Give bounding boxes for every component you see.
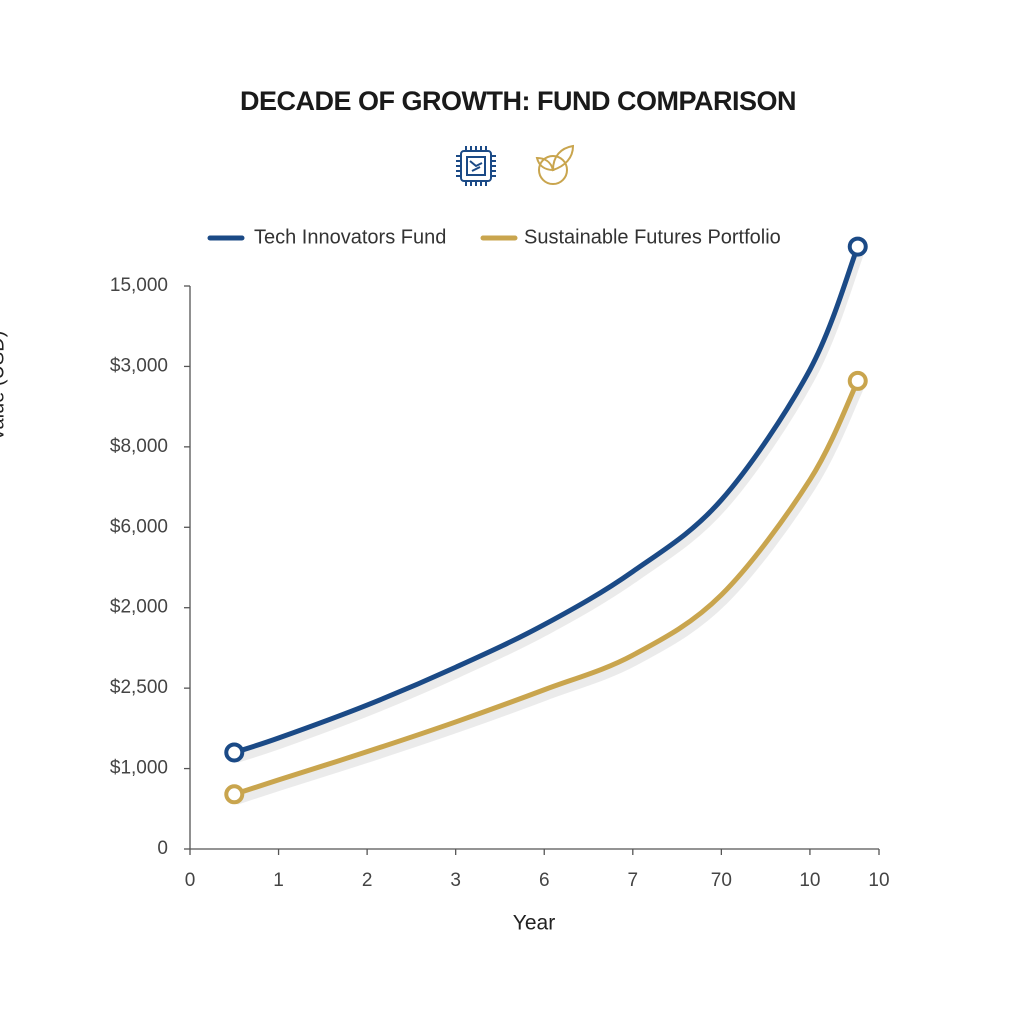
y-tick-label: $3,000	[110, 355, 168, 376]
tech-icon	[456, 146, 496, 186]
y-tick-label: $2,000	[110, 597, 168, 618]
x-tick-label: 7	[628, 870, 639, 891]
end-marker	[224, 784, 245, 805]
legend-label: Tech Innovators Fund	[254, 226, 446, 248]
y-tick-label: $2,500	[110, 677, 168, 698]
end-marker	[847, 370, 868, 391]
y-tick-label: $8,000	[110, 436, 168, 457]
line-shadow	[234, 250, 864, 763]
end-marker	[847, 236, 868, 257]
x-tick-label: 10	[868, 870, 889, 891]
x-tick-label: 70	[711, 870, 732, 891]
x-axis-label: Year	[513, 912, 555, 935]
x-tick-label: 1	[273, 870, 284, 891]
x-tick-label: 2	[362, 870, 373, 891]
series-line	[231, 378, 861, 797]
sustainable-icon	[535, 144, 575, 185]
series-line	[231, 244, 861, 755]
x-tick-label: 3	[450, 870, 461, 891]
end-marker	[224, 742, 245, 763]
y-tick-label: $1,000	[110, 758, 168, 779]
y-tick-label: 15,000	[110, 275, 168, 296]
legend-label: Sustainable Futures Portfolio	[524, 226, 781, 248]
x-tick-label: 0	[185, 870, 196, 891]
chart-title: DECADE OF GROWTH: FUND COMPARISON	[240, 86, 796, 116]
x-tick-label: 10	[799, 870, 820, 891]
line-shadow	[234, 384, 864, 805]
y-axis-label: Value (USD)	[0, 331, 8, 442]
x-tick-label: 6	[539, 870, 550, 891]
y-tick-label: 0	[157, 838, 168, 859]
y-tick-label: $6,000	[110, 516, 168, 537]
